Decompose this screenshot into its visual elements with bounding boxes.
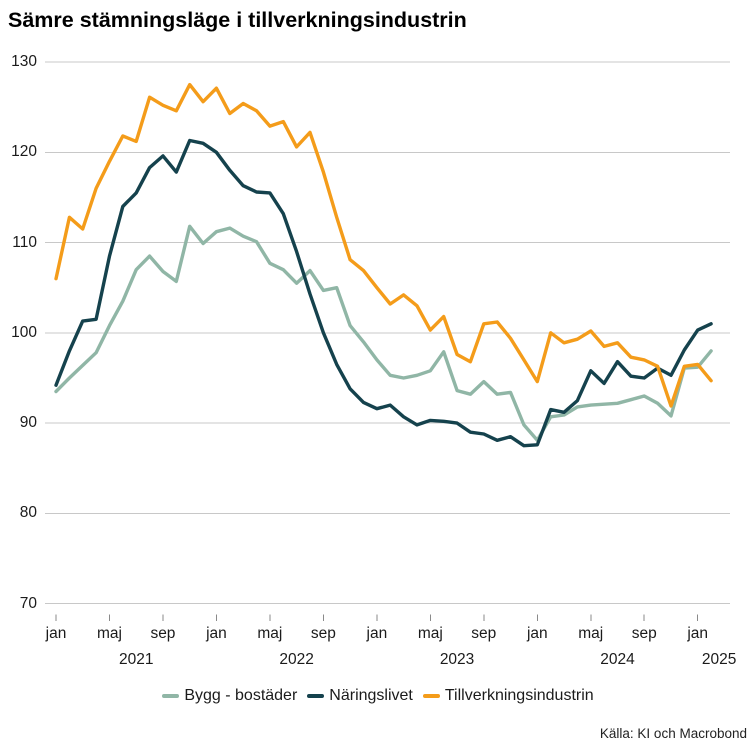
y-axis-label-100: 100 — [11, 323, 37, 341]
month-label-10: maj — [578, 625, 604, 642]
legend-swatch-n-ringslivet — [307, 694, 325, 698]
month-label-0: jan — [45, 625, 67, 642]
month-label-6: jan — [366, 625, 388, 642]
month-label-5: sep — [310, 625, 336, 642]
series-line-n-ringslivet — [54, 138, 713, 448]
legend-label: Tillverkningsindustrin — [444, 687, 594, 704]
legend-item-bygg-bost-der: Bygg - bostäder — [162, 687, 297, 705]
y-axis-label-70: 70 — [19, 594, 37, 612]
year-label-2024: 2024 — [600, 651, 635, 668]
legend: Bygg - bostäder Näringslivet Tillverknings… — [0, 687, 756, 705]
y-axis-label-120: 120 — [11, 143, 37, 161]
legend-label: Bygg - bostäder — [184, 687, 298, 704]
source-note: Källa: KI och Macrobond — [599, 726, 747, 741]
y-axis-label-130: 130 — [11, 53, 37, 70]
month-label-2: sep — [150, 625, 176, 642]
month-label-8: sep — [471, 625, 497, 642]
legend-item-n-ringslivet: Näringslivet — [307, 687, 413, 705]
year-label-2022: 2022 — [279, 651, 314, 668]
month-label-9: jan — [526, 625, 548, 642]
series-line-tillverkningsindustrin — [54, 82, 713, 408]
month-label-3: jan — [206, 625, 227, 642]
month-label-11: sep — [631, 625, 657, 642]
series-line-bygg-bost-der — [54, 224, 713, 442]
legend-item-tillverkningsindustrin: Tillverkningsindustrin — [422, 687, 594, 705]
month-label-4: maj — [257, 625, 283, 642]
month-label-1: maj — [96, 625, 122, 642]
year-label-2021: 2021 — [118, 651, 154, 668]
y-axis-label-80: 80 — [19, 504, 37, 522]
legend-swatch-bygg-bost-der — [162, 694, 180, 698]
year-label-2025: 2025 — [701, 651, 737, 668]
y-axis-label-110: 110 — [12, 233, 37, 251]
y-axis-label-90: 90 — [19, 414, 37, 432]
legend-label: Näringslivet — [329, 687, 413, 704]
month-label-12: jan — [687, 625, 709, 642]
chart-title: Sämre stämningsläge i tillverkningsindus… — [8, 8, 467, 32]
legend-swatch-tillverkningsindustrin — [422, 694, 440, 698]
month-label-7: maj — [417, 625, 443, 642]
year-label-2023: 2023 — [439, 651, 475, 668]
